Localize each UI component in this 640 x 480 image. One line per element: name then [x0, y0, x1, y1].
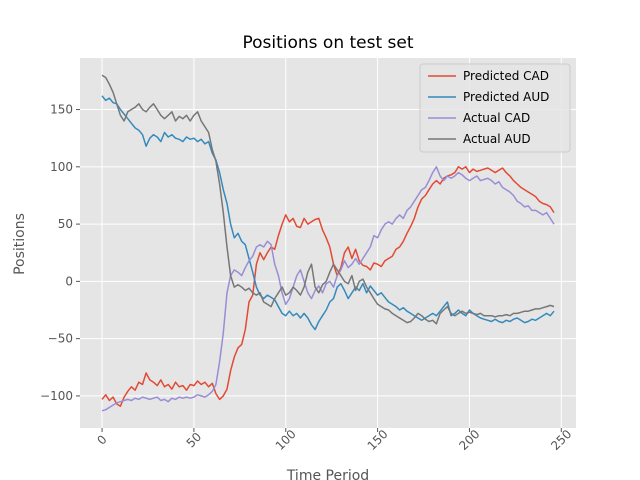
series-line-predicted-cad: [101, 166, 555, 407]
x-tick-label: 100: [273, 427, 299, 453]
legend-label: Predicted AUD: [463, 90, 549, 104]
x-tick-label: 0: [94, 432, 109, 447]
x-tick-label: 250: [548, 427, 574, 453]
y-tick-label: 100: [50, 160, 73, 174]
y-tick-label: −100: [40, 389, 73, 403]
series-line-predicted-aud: [101, 95, 555, 331]
series-layer: [101, 74, 555, 412]
y-axis: −100 −50 0 50 100 150: [40, 103, 80, 403]
y-tick-label: 150: [50, 103, 73, 117]
y-axis-title: Positions: [12, 213, 28, 275]
x-axis-title: Time Period: [286, 468, 369, 480]
series-line-actual-cad: [101, 166, 555, 412]
x-tick-label: 200: [456, 427, 482, 453]
x-axis: 0 50 100 150 200 250: [94, 427, 574, 453]
legend-label: Predicted CAD: [463, 69, 549, 83]
x-tick-label: 150: [365, 427, 391, 453]
y-tick-label: 50: [58, 217, 73, 231]
x-tick-label: 50: [184, 430, 205, 451]
legend-frame: [419, 63, 571, 153]
legend-label: Actual CAD: [463, 111, 530, 125]
y-tick-label: −50: [48, 332, 73, 346]
series-line-actual-aud: [101, 74, 555, 325]
y-tick-label: 0: [65, 274, 73, 288]
legend: Predicted CAD Predicted AUD Actual CAD Actu…: [419, 63, 571, 153]
legend-label: Actual AUD: [463, 132, 531, 146]
chart-title: Positions on test set: [242, 33, 413, 53]
